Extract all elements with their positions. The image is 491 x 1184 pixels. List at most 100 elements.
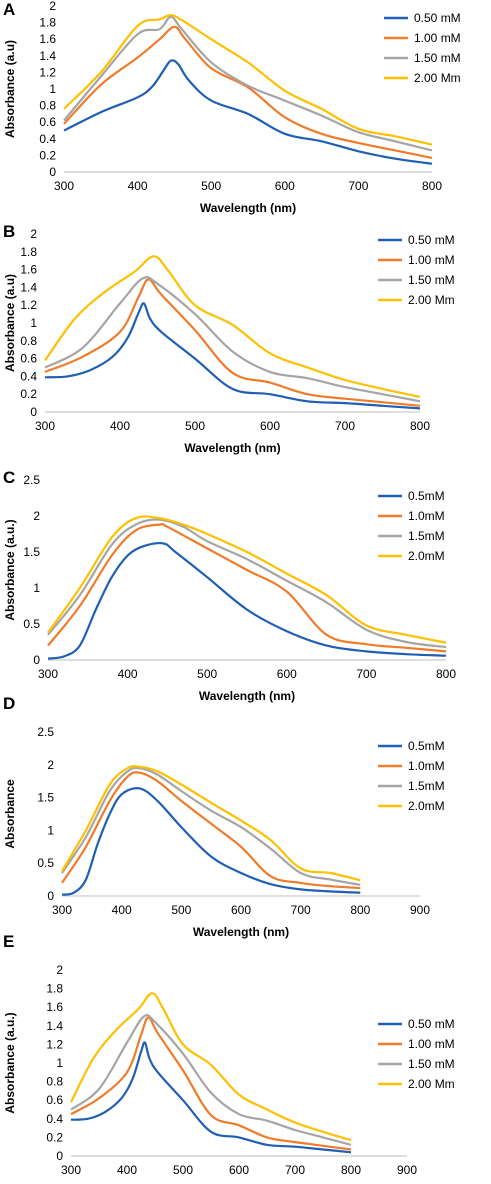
y-axis-title: Absorbance (3, 779, 17, 849)
chart-panel-a: A 0 0.2 0.4 0.6 0.8 1 1.2 1.4 1.6 1.8 2 300 400 500 60… (0, 0, 491, 232)
series-line (63, 15, 433, 152)
x-tick-label: 500 (185, 419, 205, 433)
legend-label: 2.00 Mm (408, 293, 455, 307)
y-tick-label: 0.6 (46, 1093, 63, 1107)
x-tick-label: 400 (110, 419, 130, 433)
series-line (44, 276, 421, 403)
y-tick-label: 0.4 (39, 132, 56, 146)
y-tick-label: 2 (33, 509, 40, 523)
y-axis-title: Absorbance (a.u.) (3, 519, 17, 620)
y-tick-label: 0.6 (20, 352, 37, 366)
panel-label: E (3, 932, 15, 951)
x-tick-label: 700 (335, 419, 355, 433)
x-tick-label: 300 (52, 903, 72, 917)
panel-label: C (3, 468, 16, 487)
legend-label: 2.0mM (408, 549, 445, 563)
panel-label: A (3, 0, 16, 19)
y-tick-label: 0.8 (20, 334, 37, 348)
x-tick-label: 700 (291, 903, 311, 917)
y-tick-label: 1 (47, 823, 54, 837)
y-tick-label: 0 (30, 405, 37, 419)
x-tick-label: 500 (197, 667, 217, 681)
y-tick-label: 1 (56, 1056, 63, 1070)
x-axis-title: Wavelength (nm) (184, 441, 280, 455)
x-axis-title: Wavelength (nm) (193, 925, 289, 939)
legend-label: 2.00 Mm (414, 71, 461, 85)
y-tick-label: 0 (33, 653, 40, 667)
x-tick-label: 800 (410, 419, 430, 433)
x-tick-label: 600 (260, 419, 280, 433)
y-tick-label: 2 (30, 227, 37, 241)
chart-panel-b: B 0 0.2 0.4 0.6 0.8 1 1.2 1.4 1.6 1.8 2 300 400 500 60… (0, 222, 491, 469)
series-line (61, 765, 361, 882)
x-axis-title: Wavelength (nm) (200, 201, 296, 215)
legend-label: 1.0mM (408, 759, 445, 773)
x-tick-label: 400 (112, 903, 132, 917)
series-line (70, 992, 352, 1142)
y-tick-label: 0.8 (39, 99, 56, 113)
chart-e-svg: 0 0.2 0.4 0.6 0.8 1 1.2 1.4 1.6 1.8 2 300 400 500 600 7… (3, 963, 455, 1177)
series-line (61, 766, 361, 886)
y-tick-label: 1 (49, 82, 56, 96)
y-axis-title: Absorbance (a.u) (3, 274, 17, 372)
x-tick-label: 800 (436, 667, 456, 681)
legend-label: 1.0mM (408, 509, 445, 523)
legend-label: 1.5mM (408, 529, 445, 543)
y-tick-label: 2 (49, 0, 56, 13)
chart-c-svg: 0 0.5 1 1.5 2 2.5 300 400 500 600 700 800 Wavelength… (3, 473, 456, 703)
y-tick-label: 0.6 (39, 115, 56, 129)
y-tick-label: 0.8 (46, 1075, 63, 1089)
x-tick-label: 500 (173, 1163, 193, 1177)
y-tick-label: 1 (30, 316, 37, 330)
x-tick-label: 600 (275, 179, 295, 193)
chart-panel-c: C 0 0.5 1 1.5 2 2.5 300 400 500 600 700 800 Waveleng… (0, 468, 491, 703)
legend-label: 1.50 mM (408, 1057, 455, 1071)
y-tick-label: 0.4 (20, 369, 37, 383)
legend-label: 0.50 mM (408, 233, 455, 247)
x-tick-label: 500 (201, 179, 221, 193)
legend-label: 1.5mM (408, 779, 445, 793)
y-tick-label: 1.8 (39, 16, 56, 30)
x-tick-label: 600 (231, 903, 251, 917)
x-tick-label: 800 (341, 1163, 361, 1177)
y-tick-label: 0.5 (37, 856, 54, 870)
legend-label: 1.00 mM (408, 1037, 455, 1051)
x-tick-label: 300 (54, 179, 74, 193)
y-tick-label: 0.5 (23, 617, 40, 631)
legend-label: 2.0mM (408, 799, 445, 813)
y-tick-label: 2.5 (37, 725, 54, 739)
series-line (44, 278, 421, 407)
y-tick-label: 1.4 (39, 49, 56, 63)
series-line (47, 522, 447, 653)
x-tick-label: 400 (128, 179, 148, 193)
legend-label: 0.50 mM (414, 11, 461, 25)
x-tick-label: 500 (171, 903, 191, 917)
series-line (63, 25, 433, 159)
legend-label: 0.5mM (408, 489, 445, 503)
x-axis-title: Wavelength (nm) (199, 689, 295, 703)
x-tick-label: 300 (35, 419, 55, 433)
chart-a-svg: 0 0.2 0.4 0.6 0.8 1 1.2 1.4 1.6 1.8 2 300 400 500 600 7… (3, 0, 461, 215)
series-line (70, 1013, 352, 1146)
chart-b-svg: 0 0.2 0.4 0.6 0.8 1 1.2 1.4 1.6 1.8 2 300 400 500 600 7… (3, 227, 455, 455)
series-line (61, 771, 361, 890)
x-tick-label: 700 (285, 1163, 305, 1177)
y-tick-label: 0 (47, 889, 54, 903)
y-tick-label: 2 (56, 963, 63, 977)
x-tick-label: 800 (350, 903, 370, 917)
y-axis-title: Absorbance (a.u) (3, 40, 17, 138)
x-tick-label: 600 (229, 1163, 249, 1177)
y-tick-label: 0 (49, 165, 56, 179)
y-tick-label: 0.2 (20, 387, 37, 401)
y-tick-label: 1.5 (37, 791, 54, 805)
series-line (63, 14, 433, 146)
x-tick-label: 700 (348, 179, 368, 193)
chart-d-svg: 0 0.5 1 1.5 2 2.5 300 400 500 600 700 800 900 Wavelen… (3, 725, 445, 939)
panel-label: D (3, 694, 16, 713)
x-tick-label: 900 (410, 903, 430, 917)
x-tick-label: 300 (61, 1163, 81, 1177)
series-line (44, 255, 421, 398)
y-tick-label: 1.6 (20, 263, 37, 277)
y-tick-label: 1.4 (46, 1019, 63, 1033)
